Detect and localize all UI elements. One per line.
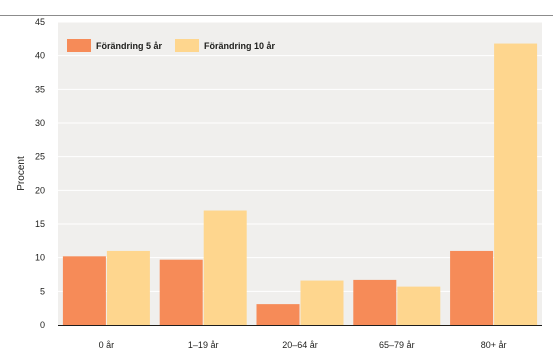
y-tick-label: 20 [35, 185, 45, 195]
legend-label: Förändring 10 år [204, 41, 276, 51]
bar-change-10y [106, 250, 150, 325]
y-tick-label: 15 [35, 219, 45, 229]
bar-change-5y [256, 304, 300, 325]
x-tick-label: 65–79 år [379, 340, 415, 350]
x-tick-label: 0 år [99, 340, 115, 350]
bar-change-10y [203, 210, 247, 325]
bar-change-10y [397, 286, 441, 325]
legend-swatch [175, 39, 199, 52]
bar-change-5y [353, 279, 397, 325]
y-tick-label: 5 [40, 286, 45, 296]
bar-change-10y [300, 280, 344, 325]
y-tick-label: 0 [40, 320, 45, 330]
legend-swatch [67, 39, 91, 52]
bar-change-5y [62, 256, 106, 325]
x-tick-label: 80+ år [481, 340, 507, 350]
bar-change-5y [159, 259, 203, 325]
bar-change-10y [494, 43, 538, 326]
legend-label: Förändring 5 år [96, 41, 163, 51]
y-tick-label: 45 [35, 17, 45, 27]
bar-change-5y [450, 250, 494, 325]
top-rule [0, 15, 553, 16]
y-tick-labels: 0 5 10 15 20 25 30 35 40 45 [35, 17, 45, 330]
y-tick-label: 40 [35, 51, 45, 61]
legend: Förändring 5 år Förändring 10 år [67, 39, 276, 52]
y-tick-label: 10 [35, 253, 45, 263]
bars [62, 43, 538, 326]
x-tick-label: 20–64 år [282, 340, 318, 350]
y-axis-title: Procent [16, 156, 27, 191]
y-tick-label: 30 [35, 118, 45, 128]
x-tick-label: 1–19 år [188, 340, 219, 350]
x-tick-labels: 0 år 1–19 år 20–64 år 65–79 år 80+ år [99, 340, 507, 350]
y-tick-label: 25 [35, 152, 45, 162]
y-tick-label: 35 [35, 84, 45, 94]
